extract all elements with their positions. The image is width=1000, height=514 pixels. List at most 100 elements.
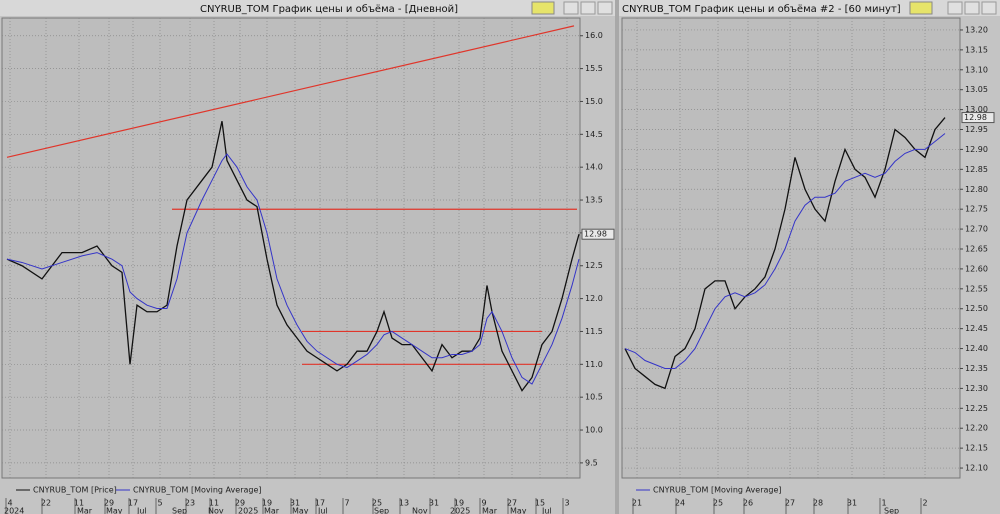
x-tick-label: 5	[157, 499, 162, 508]
window-title: CNYRUB_TOM График цены и объёма #2 - [60…	[622, 4, 901, 15]
legend-label: CNYRUB_TOM [Moving Average]	[653, 486, 782, 495]
x-month-label: Jul	[541, 507, 552, 514]
y-tick-label: 14.0	[585, 163, 603, 172]
x-month-label: Nov	[412, 507, 428, 514]
title-bar	[619, 0, 1000, 16]
close-button[interactable]	[981, 1, 997, 15]
x-month-label: Mar	[77, 507, 93, 514]
y-tick-label: 13.20	[965, 25, 988, 34]
y-tick-label: 12.95	[965, 125, 988, 134]
y-tick-label: 15.0	[585, 97, 603, 106]
y-tick-label: 12.0	[585, 294, 603, 303]
y-tick-label: 12.50	[965, 304, 988, 313]
y-tick-label: 12.20	[965, 424, 988, 433]
x-tick-label: 17	[128, 499, 138, 508]
x-month-label: Jul	[136, 507, 147, 514]
y-tick-label: 12.85	[965, 165, 988, 174]
x-tick-label: 19	[262, 499, 272, 508]
x-month-label: May	[510, 507, 527, 514]
x-tick-label: 21	[632, 499, 642, 508]
y-tick-label: 13.10	[965, 65, 988, 74]
x-tick-label: 11	[209, 499, 219, 508]
x-tick-label: 27	[507, 499, 517, 508]
y-tick-label: 12.35	[965, 364, 988, 373]
x-tick-label: 23	[185, 499, 195, 508]
x-tick-label: 27	[785, 499, 795, 508]
x-tick-label: 31	[847, 499, 857, 508]
y-tick-label: 12.40	[965, 344, 988, 353]
x-month-label: 2025	[450, 507, 470, 514]
y-tick-label: 12.25	[965, 404, 988, 413]
x-tick-label: 28	[813, 499, 823, 508]
x-tick-label: 3	[564, 499, 569, 508]
x-tick-label: 2	[922, 499, 927, 508]
x-month-label: May	[292, 507, 309, 514]
y-tick-label: 12.55	[965, 284, 988, 293]
x-tick-label: 1	[881, 499, 886, 508]
y-tick-label: 12.70	[965, 225, 988, 234]
button[interactable]	[531, 1, 555, 15]
y-tick-label: 12.90	[965, 145, 988, 154]
y-tick-label: 11.5	[585, 327, 603, 336]
last-value-box	[961, 112, 995, 124]
x-month-label: Nov	[208, 507, 224, 514]
y-tick-label: 10.0	[585, 426, 603, 435]
close-button[interactable]	[597, 1, 613, 15]
y-tick-label: 13.05	[965, 85, 988, 94]
x-month-label: 2025	[238, 507, 258, 514]
x-tick-label: 31	[429, 499, 439, 508]
y-tick-label: 12.65	[965, 244, 988, 253]
x-tick-label: 17	[315, 499, 325, 508]
y-tick-label: 16.0	[585, 31, 603, 40]
x-tick-label: 7	[344, 499, 349, 508]
x-month-label: Sep	[172, 507, 187, 514]
x-month-label: Sep	[884, 507, 899, 514]
y-tick-label: 13.5	[585, 196, 603, 205]
x-tick-label: 29	[235, 499, 245, 508]
minimize-button[interactable]	[563, 1, 579, 15]
y-tick-label: 12.75	[965, 205, 988, 214]
x-tick-label: 11	[74, 499, 84, 508]
last-value-label: 12.98	[964, 113, 987, 122]
title-bar	[0, 0, 615, 16]
series-line	[624, 117, 946, 390]
window-title: CNYRUB_TOM График цены и объёма - [Дневн…	[200, 4, 458, 15]
y-tick-label: 12.10	[965, 464, 988, 473]
x-month-label: 2024	[4, 507, 24, 514]
y-tick-label: 10.5	[585, 393, 603, 402]
y-tick-label: 13.15	[965, 45, 988, 54]
maximize-button[interactable]	[580, 1, 596, 15]
x-month-label: Mar	[482, 507, 498, 514]
y-tick-label: 12.45	[965, 324, 988, 333]
y-tick-label: 12.30	[965, 384, 988, 393]
x-tick-label: 24	[675, 499, 685, 508]
last-value-box	[581, 228, 615, 240]
minimize-button[interactable]	[947, 1, 963, 15]
y-tick-label: 12.15	[965, 444, 988, 453]
series-line	[624, 133, 946, 369]
last-value-label: 12.98	[584, 230, 607, 239]
y-tick-label: 9.5	[585, 458, 598, 467]
x-tick-label: 29	[104, 499, 114, 508]
y-tick-label: 12.80	[965, 185, 988, 194]
y-tick-label: 11.0	[585, 360, 603, 369]
x-tick-label: 31	[290, 499, 300, 508]
plot-area	[621, 17, 961, 479]
x-tick-label: 15	[535, 499, 545, 508]
x-month-label: Jul	[317, 507, 328, 514]
series-line	[6, 121, 580, 392]
x-tick-label: 25	[372, 499, 382, 508]
x-month-label: Mar	[264, 507, 280, 514]
legend-label: CNYRUB_TOM [Moving Average]	[133, 486, 262, 495]
window-buttons	[531, 1, 997, 15]
x-month-label: Sep	[374, 507, 389, 514]
y-tick-label: 12.5	[585, 261, 603, 270]
y-tick-label: 15.5	[585, 64, 603, 73]
maximize-button[interactable]	[964, 1, 980, 15]
button[interactable]	[909, 1, 933, 15]
x-tick-label: 22	[41, 499, 51, 508]
x-tick-label: 4	[7, 499, 12, 508]
x-month-label: May	[106, 507, 123, 514]
